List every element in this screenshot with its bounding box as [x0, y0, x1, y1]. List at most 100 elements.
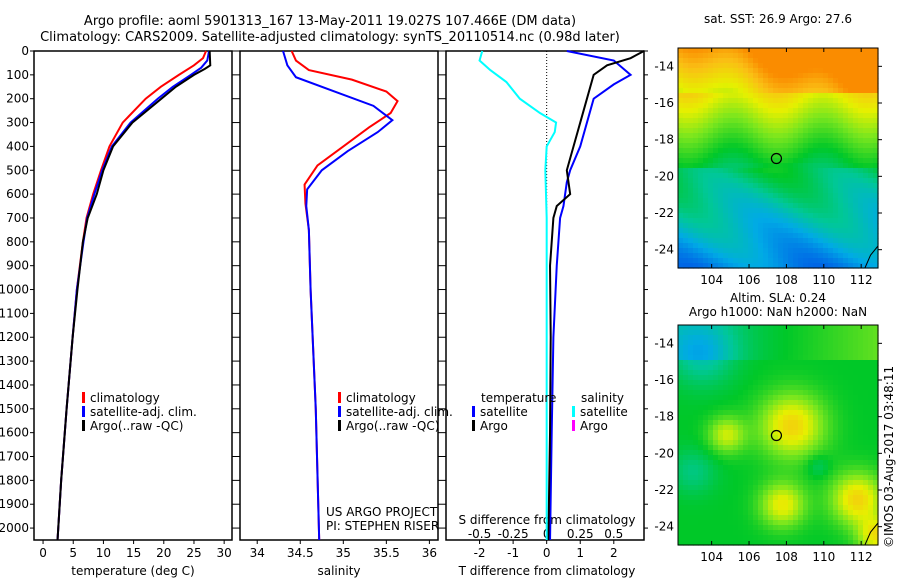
x-tick-label: 5: [69, 546, 77, 560]
x-tick-label: 35: [336, 546, 351, 560]
legend-label: satellite: [580, 405, 628, 419]
title-line-1: Argo profile: aoml 5901313_167 13-May-20…: [83, 14, 577, 29]
x-axis-label: temperature (deg C): [71, 564, 194, 578]
x-tick-label: -1: [507, 546, 519, 560]
legend-swatch-Argo-raw-QC-: [338, 420, 341, 431]
y-tick-label: 300: [6, 116, 29, 130]
legend-label: Argo: [580, 419, 608, 433]
legend-header-salinity: salinity: [581, 391, 624, 405]
map-x-tick-label: 112: [850, 550, 873, 564]
map-y-tick-label: -18: [654, 133, 674, 147]
map-y-tick-label: -14: [654, 59, 674, 73]
copyright-timestamp: ©IMOS 03-Aug-2017 03:48:11: [882, 366, 896, 548]
map-y-tick-label: -18: [654, 410, 674, 424]
x-tick-label: 0: [39, 546, 47, 560]
map1-title: sat. SST: 26.9 Argo: 27.6: [704, 12, 852, 26]
map-x-tick-label: 110: [812, 550, 835, 564]
difference-line-temperature-satellite: [549, 50, 633, 541]
y-tick-label: 0: [21, 44, 29, 58]
map-raster-3: [678, 48, 879, 269]
legend-swatch-climatology: [82, 392, 85, 403]
legend-swatch-climatology: [338, 392, 341, 403]
y-tick-label: 1100: [0, 306, 29, 320]
legend-swatch-Argo: [572, 420, 575, 431]
x-axis-label: T difference from climatology: [458, 564, 636, 578]
map-x-tick-label: 110: [812, 273, 835, 287]
x-tick-label: 30: [217, 546, 232, 560]
temperature-line-satellite-adj-clim-: [56, 50, 211, 541]
secondary-x-tick-label: 0.5: [604, 527, 623, 541]
x-axis-label: salinity: [317, 564, 360, 578]
y-tick-label: 1000: [0, 283, 29, 297]
map-y-tick-label: -14: [654, 336, 674, 350]
x-tick-label: 2: [610, 546, 618, 560]
coastline: [864, 245, 879, 269]
x-tick-label: 25: [186, 546, 201, 560]
title-line-2: Climatology: CARS2009. Satellite-adjuste…: [40, 30, 620, 45]
map-y-tick-label: -20: [654, 446, 674, 460]
legend-label: Argo: [480, 419, 508, 433]
coastline: [864, 522, 879, 546]
map-y-tick-label: -24: [654, 520, 674, 534]
y-tick-label: 1500: [0, 402, 29, 416]
y-tick-label: 100: [6, 68, 29, 82]
legend-label: satellite-adj. clim.: [90, 405, 197, 419]
y-tick-label: 1400: [0, 378, 29, 392]
annotation-pi: PI: STEPHEN RISER: [326, 519, 439, 533]
x-tick-label: 36: [422, 546, 437, 560]
secondary-x-tick-label: -0.5: [468, 527, 491, 541]
y-tick-label: 1200: [0, 330, 29, 344]
y-tick-label: 500: [6, 163, 29, 177]
legend-swatch-satellite: [472, 406, 475, 417]
map-x-tick-label: 104: [700, 550, 723, 564]
y-tick-label: 1300: [0, 354, 29, 368]
x-tick-label: 0: [543, 546, 551, 560]
map-x-tick-label: 112: [850, 273, 873, 287]
difference-line-temperature-Argo: [547, 50, 645, 541]
map-x-tick-label: 106: [738, 550, 761, 564]
legend-label: climatology: [90, 391, 160, 405]
map-y-tick-label: -24: [654, 243, 674, 257]
x-tick-label: 20: [156, 546, 171, 560]
argo-float-marker: [770, 429, 783, 442]
map-y-tick-label: -16: [654, 373, 674, 387]
map-y-tick-label: -22: [654, 483, 674, 497]
annotation-project: US ARGO PROJECT: [326, 505, 438, 519]
y-tick-label: 1600: [0, 426, 29, 440]
y-tick-label: 800: [6, 235, 29, 249]
legend-label: climatology: [346, 391, 416, 405]
legend-label: Argo(..raw -QC): [346, 419, 439, 433]
map-x-tick-label: 106: [738, 273, 761, 287]
x-tick-label: 10: [96, 546, 111, 560]
x-tick-label: 35.5: [373, 546, 400, 560]
legend-header-temperature: temperature: [481, 391, 556, 405]
legend-label: satellite: [480, 405, 528, 419]
salinity-line-satellite-adj-clim-: [282, 50, 394, 541]
y-tick-label: 600: [6, 187, 29, 201]
map2-title-line-1: Altim. SLA: 0.24: [730, 291, 826, 305]
panel-frame-3: [445, 50, 645, 541]
map-y-tick-label: -16: [654, 96, 674, 110]
x-tick-label: 34.5: [287, 546, 314, 560]
salinity-line-climatology: [290, 50, 399, 541]
map-x-tick-label: 104: [700, 273, 723, 287]
map2-title-line-2: Argo h1000: NaN h2000: NaN: [689, 305, 867, 319]
secondary-x-tick-label: -0.25: [498, 527, 529, 541]
legend-swatch-satellite: [572, 406, 575, 417]
panel-frame-2: [239, 50, 439, 541]
y-tick-label: 2000: [0, 521, 29, 535]
legend-swatch-Argo-raw-QC-: [82, 420, 85, 431]
y-tick-label: 1700: [0, 450, 29, 464]
map-y-tick-label: -22: [654, 206, 674, 220]
y-tick-label: 900: [6, 259, 29, 273]
legend-swatch-satellite-adj-clim-: [338, 406, 341, 417]
argo-float-marker: [770, 152, 783, 165]
legend-swatch-satellite-adj-clim-: [82, 406, 85, 417]
x-tick-label: -2: [474, 546, 486, 560]
difference-line-salinity-satellite: [478, 50, 558, 540]
map-frame-4: [677, 324, 879, 546]
temperature-line-Argo-raw-QC-: [56, 50, 212, 541]
map-raster-4: [678, 325, 879, 546]
